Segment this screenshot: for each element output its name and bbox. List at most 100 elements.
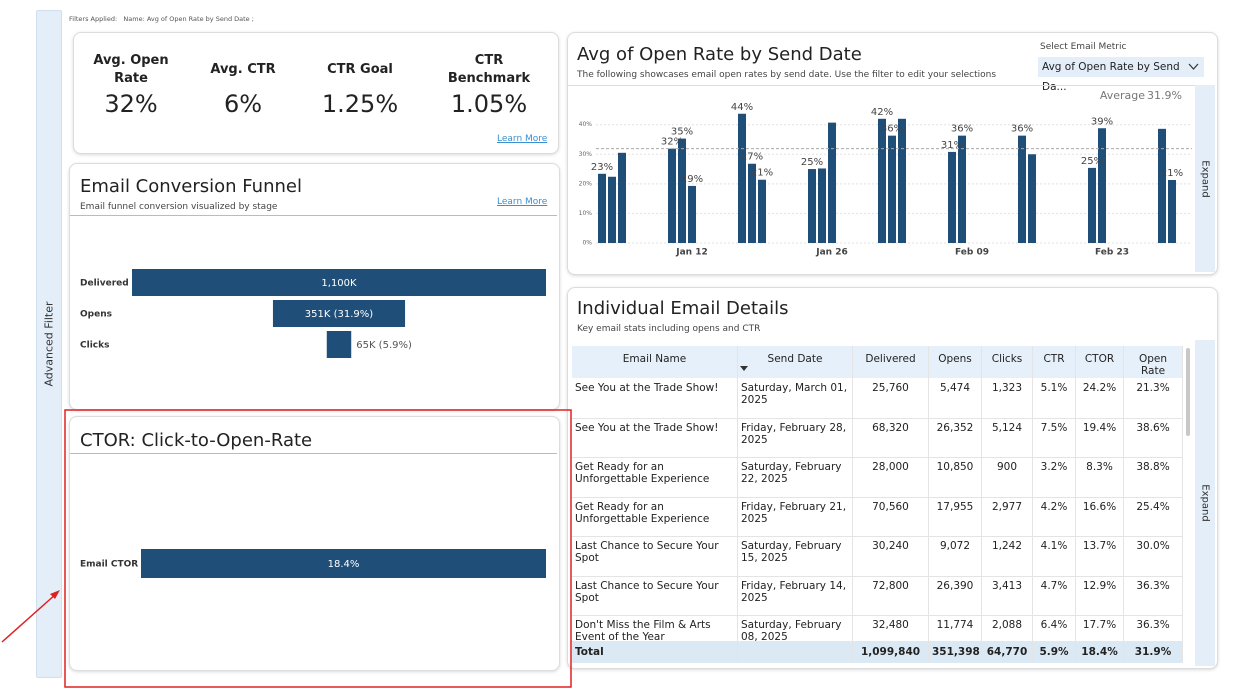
table-cell: Don't Miss the Film & Arts Event of the … [572,615,738,641]
bar-value-label: 27% [741,152,763,163]
table-cell: 4.2% [1033,496,1076,536]
bar-value-label: 31% [941,140,963,151]
highlight-box [64,409,572,688]
table-expand[interactable]: Expand [1195,340,1215,666]
dropdown-chevron[interactable] [1188,63,1199,71]
bar-value-label: 25% [1081,156,1103,167]
total-cell: 18.4% [1076,641,1124,663]
kpi-value: 1.25% [321,90,399,118]
table-cell: 5.1% [1033,378,1076,418]
table-cell: 1,323 [982,378,1033,418]
table-title: Individual Email Details [577,298,789,319]
bar-value-label: 42% [871,107,893,118]
ctor-divider [70,453,557,454]
table-cell: 5,474 [929,378,982,418]
x-tick-label: Jan 12 [675,248,708,258]
chart-expand[interactable]: Expand [1195,85,1215,272]
chart-subtitle: The following showcases email open rates… [577,70,997,80]
table-cell: 16.6% [1076,496,1124,536]
table-cell: 38.6% [1124,417,1183,457]
table-cell: 26,390 [929,575,982,615]
table-cell: Friday, February 21, 2025 [738,496,853,536]
x-tick-label: Jan 26 [815,248,848,258]
metric-dropdown-value[interactable]: Avg of Open Rate by Send Da... [1042,61,1180,93]
table-cell: 36.3% [1124,615,1183,641]
metric-dropdown[interactable]: Avg of Open Rate by Send Da... [1038,57,1204,93]
table-row: Last Chance to Secure Your Spot Friday, F… [572,575,1183,616]
sort-indicator[interactable] [740,366,748,371]
table-cell [738,641,853,663]
category-label: Email CTOR [80,560,138,570]
table-cell: 7.5% [1033,417,1076,457]
ctor-card [69,416,560,671]
table-row: See You at the Trade Show! Saturday, Marc… [572,378,1183,419]
funnel-divider [70,215,557,216]
bar [1018,135,1026,243]
funnel-title: Email Conversion Funnel [80,176,302,197]
table-cell: 9,072 [929,536,982,576]
table-cell: 70,560 [853,496,929,536]
chart-divider [568,85,1195,86]
total-row: Total 1,099,840 351,398 64,770 5.9% 18.4% 31.9… [572,641,1183,663]
funnel-value-label: 65K (5.9%) [356,340,412,351]
total-cell: 1,099,840 [853,641,929,663]
table-cell: 24.2% [1076,378,1124,418]
average-label: Average [1100,89,1145,102]
metric-select-label: Select Email Metric [1040,42,1127,52]
funnel-bar [132,269,546,296]
funnel-learn-more[interactable]: Learn More [497,197,548,207]
table-cell: 12.9% [1076,575,1124,615]
total-cell: 5.9% [1033,641,1076,663]
bar-value-label: 19% [681,174,703,185]
funnel-subtitle: Email funnel conversion visualized by st… [80,202,278,212]
total-cell: 351,398 [929,641,982,663]
kpi: Avg. CTR 6% [188,52,298,118]
bar [748,163,756,243]
filters-label: Filters Applied: [69,15,118,23]
bar [878,118,886,243]
bar [618,152,626,243]
bar [608,176,616,243]
chart-title: Avg of Open Rate by Send Date [577,44,862,65]
bar-value-label: 21% [751,168,773,179]
average-value: 31.9% [1147,89,1182,102]
kpi: Avg. Open Rate 32% [76,52,186,118]
learn-more-link[interactable]: Learn More [497,134,548,144]
kpi-label: Avg. CTR [210,62,276,77]
table-cell: 17.7% [1076,615,1124,641]
column-header: Delivered [853,346,929,378]
total-cell: 64,770 [982,641,1033,663]
bar [1088,167,1096,243]
bar [898,118,906,243]
table-cell: Friday, February 14, 2025 [738,575,853,615]
bar [598,173,606,243]
table-cell: 900 [982,457,1033,497]
filters-value: Name: Avg of Open Rate by Send Date ; [123,15,254,23]
table-cell: 19.4% [1076,417,1124,457]
funnel-bar [272,300,406,327]
bar [888,135,896,243]
table-cell: 30.0% [1124,536,1183,576]
scrollbar[interactable] [1186,348,1190,436]
table-cell: 32,480 [853,615,929,641]
table-cell: Saturday, February 22, 2025 [738,457,853,497]
table-row: See You at the Trade Show! Friday, Februa… [572,417,1183,458]
advanced-filter-panel[interactable]: Advanced Filter [36,10,62,678]
bar [688,185,696,243]
y-tick-label: 10% [579,210,593,217]
table-cell: Get Ready for an Unforgettable Experienc… [572,457,738,497]
table-cell: 26,352 [929,417,982,457]
table-cell: 6.4% [1033,615,1076,641]
table-cell: 68,320 [853,417,929,457]
table-cell: 21.3% [1124,378,1183,418]
kpi: CTR Goal 1.25% [305,52,415,118]
table-cell: 36.3% [1124,575,1183,615]
annotation-arrow [1,593,57,643]
bar [818,168,826,243]
table-row: Get Ready for an Unforgettable Experienc… [572,457,1183,498]
table-cell: Saturday, February 08, 2025 [738,615,853,641]
table-cell: 2,977 [982,496,1033,536]
table-cell: 30,240 [853,536,929,576]
